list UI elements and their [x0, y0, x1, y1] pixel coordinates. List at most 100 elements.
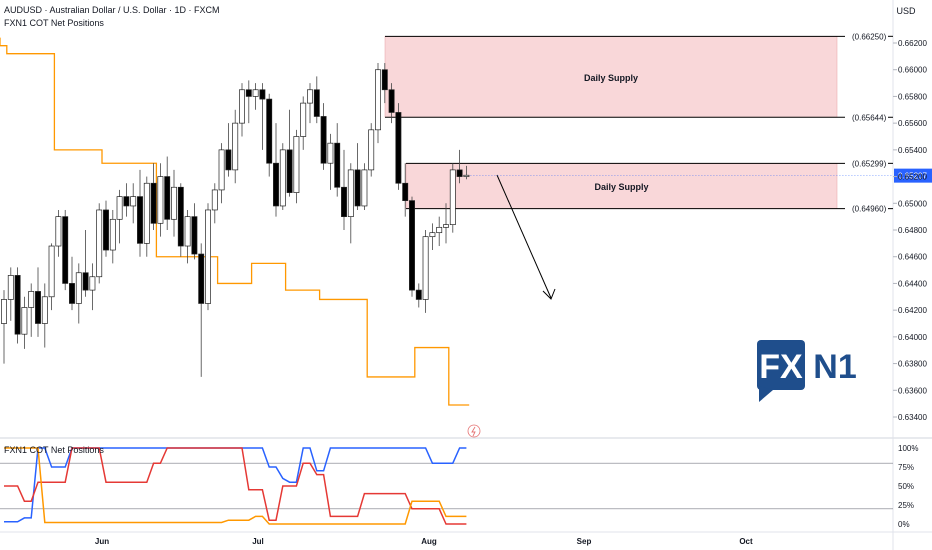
price-tick-label: 0.64600	[898, 253, 927, 262]
price-axis: 0.66200 0.66000 0.65800 0.65600 0.65400 0.652…	[893, 39, 927, 422]
bear-candle	[62, 216, 69, 284]
bull-candle	[279, 149, 286, 207]
bull-candle	[96, 209, 103, 278]
bull-candle	[21, 307, 28, 335]
price-tick-label: 0.63800	[898, 360, 927, 369]
supply-zone	[384, 36, 838, 118]
bull-candle	[143, 182, 150, 244]
bull-candle	[422, 236, 429, 300]
level-label: (0.65644)	[852, 113, 887, 122]
event-icon	[467, 424, 481, 438]
bull-candle	[375, 69, 381, 131]
bear-candle	[123, 196, 130, 207]
bear-candle	[313, 89, 320, 117]
candles	[1, 63, 470, 377]
bear-candle	[354, 169, 361, 207]
bear-candle	[191, 216, 198, 255]
bull-candle	[252, 89, 259, 97]
bear-candle	[103, 209, 109, 251]
logo-bubble-tail	[759, 386, 773, 402]
bull-candle	[1, 299, 7, 324]
cot-series-line	[4, 447, 467, 523]
bear-candle	[334, 142, 341, 188]
bear-candle	[266, 98, 273, 164]
cot-sub-pane: 100% 75% 50% 25% 0%	[0, 444, 918, 529]
bear-candle	[14, 275, 21, 335]
bull-candle	[449, 169, 456, 226]
logo-fx: FX	[759, 348, 803, 386]
sub-tick-label: 50%	[898, 482, 914, 491]
last-price-label: 0.65207	[898, 172, 927, 181]
bull-candle	[41, 296, 48, 324]
bear-candle	[409, 200, 415, 291]
currency-label[interactable]: USD	[896, 6, 916, 16]
time-tick-label: Jul	[252, 537, 264, 546]
price-tick-label: 0.64000	[898, 333, 927, 342]
sub-pane-title: FXN1 COT Net Positions	[4, 445, 104, 455]
sub-tick-label: 100%	[898, 444, 918, 453]
bull-candle	[157, 176, 164, 224]
bear-candle	[35, 291, 41, 324]
bear-candle	[82, 272, 89, 291]
projection-arrow	[496, 174, 552, 299]
bull-candle	[327, 142, 334, 164]
sub-tick-label: 75%	[898, 463, 914, 472]
bull-candle	[89, 276, 96, 291]
bear-candle	[177, 186, 184, 247]
bear-candle	[286, 149, 293, 193]
bear-candle	[415, 289, 422, 300]
logo-bubble	[757, 340, 805, 390]
level-label: (0.65299)	[852, 159, 887, 168]
bull-candle	[347, 169, 354, 217]
bull-candle	[116, 196, 123, 220]
price-tick-label: 0.64800	[898, 226, 927, 235]
bull-candle	[55, 216, 62, 247]
bear-candle	[259, 89, 266, 100]
bear-candle	[402, 182, 409, 201]
cot-series-line	[4, 447, 467, 525]
bull-candle	[184, 216, 191, 247]
bull-candle	[368, 129, 375, 171]
bull-candle	[171, 186, 177, 220]
bear-candle	[198, 253, 205, 304]
bull-candle	[436, 226, 443, 234]
bull-candle	[48, 245, 55, 298]
bear-candle	[381, 69, 388, 91]
bear-candle	[341, 186, 347, 217]
annotations: 0.65207	[467, 168, 932, 438]
time-tick-label: Aug	[421, 537, 437, 546]
bull-candle	[7, 275, 14, 300]
price-tick-label: 0.65800	[898, 92, 927, 101]
time-tick-label: Jun	[95, 537, 109, 546]
bear-candle	[456, 169, 463, 177]
cot-overlay-line	[0, 37, 470, 406]
price-tick-label: 0.66200	[898, 39, 927, 48]
bull-candle	[239, 89, 245, 124]
bull-candle	[463, 174, 470, 177]
bull-candle	[75, 272, 82, 304]
bear-candle	[225, 149, 232, 171]
bear-candle	[150, 182, 157, 224]
bull-candle	[218, 149, 225, 191]
bear-candle	[245, 89, 252, 97]
bull-candle	[232, 122, 239, 171]
bull-candle	[429, 232, 436, 238]
bear-candle	[164, 176, 171, 220]
bear-candle	[388, 89, 395, 113]
price-tick-label: 0.65200	[898, 173, 927, 182]
sub-tick-label: 25%	[898, 501, 914, 510]
supply-zone-label: Daily Supply	[584, 73, 638, 83]
bull-candle	[211, 189, 218, 211]
bear-candle	[69, 283, 75, 304]
level-label: (0.64960)	[852, 205, 887, 214]
supply-zone-label: Daily Supply	[594, 182, 648, 192]
arrow-head	[542, 288, 556, 300]
price-tick-label: 0.64200	[898, 306, 927, 315]
bull-candle	[293, 136, 300, 193]
fxn1-logo: FX N1	[757, 340, 857, 402]
bear-candle	[395, 112, 402, 184]
price-tick-label: 0.65600	[898, 119, 927, 128]
cot-overlay-path	[0, 37, 470, 406]
